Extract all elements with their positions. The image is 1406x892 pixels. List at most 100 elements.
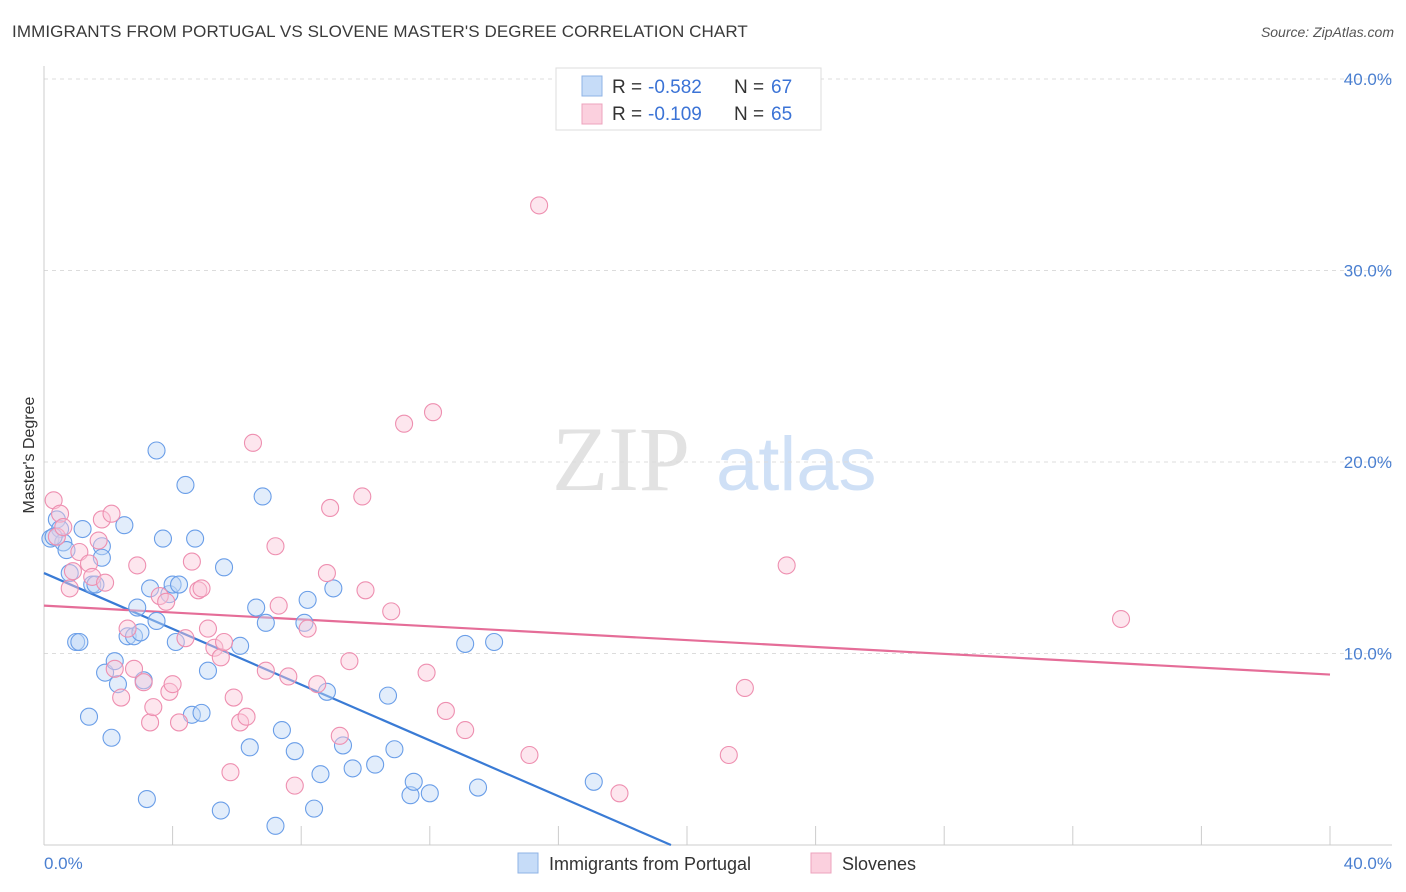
slovenes-point-59: [530, 196, 549, 215]
portugal-point-63: [468, 778, 488, 797]
slovenes-point-5: [63, 562, 82, 581]
portugal-point-60: [404, 772, 423, 791]
slovenes-point-55: [423, 403, 443, 422]
slovenes-point-37: [237, 707, 256, 726]
slovenes-point-7: [79, 554, 99, 573]
portugal-point-16: [105, 652, 124, 671]
slovenes-trend-line: [43, 604, 1331, 676]
slovenes-point-40: [266, 537, 285, 556]
slovenes-point-12: [102, 504, 121, 523]
slovenes-point-61: [719, 745, 738, 765]
slovenes-point-32: [211, 648, 230, 667]
y-tick-label-30: 30.0%: [1344, 262, 1392, 281]
portugal-point-38: [211, 801, 230, 820]
slovenes-point-2: [51, 504, 70, 523]
trend-lines: [43, 572, 1331, 847]
slovenes-point-28: [189, 581, 208, 600]
legend-r-label-pink: R =: [612, 104, 642, 125]
slovenes-point-35: [224, 688, 243, 707]
slovenes-point-64: [1111, 609, 1131, 629]
slovenes-point-20: [144, 698, 163, 717]
slovenes-point-51: [356, 581, 375, 600]
bottom-legend-label-pink: Slovenes: [842, 854, 916, 874]
slovenes-point-16: [124, 659, 144, 678]
portugal-point-7: [70, 632, 89, 652]
slovenes-point-31: [205, 638, 224, 657]
portugal-point-53: [324, 579, 343, 598]
portugal-point-42: [247, 598, 266, 617]
portugal-point-35: [186, 529, 205, 548]
legend-swatch-pink: [581, 103, 603, 125]
slovenes-point-22: [157, 592, 176, 611]
axes: [43, 66, 1392, 846]
bottom-legend-label-blue: Immigrants from Portugal: [549, 854, 751, 874]
portugal-point-55: [343, 759, 362, 778]
slovenes-point-4: [60, 579, 79, 598]
slovenes-point-25: [169, 713, 189, 732]
portugal-point-46: [272, 721, 291, 740]
portugal-point-51: [311, 765, 330, 784]
legend-r-label-blue: R =: [612, 77, 642, 98]
top-legend: R = -0.582 N = 67 R = -0.109 N = 65: [555, 67, 822, 131]
legend-n-label-pink: N =: [734, 104, 764, 125]
portugal-point-59: [401, 786, 420, 805]
chart-title: IMMIGRANTS FROM PORTUGAL VS SLOVENE MAST…: [12, 22, 748, 41]
slovenes-point-58: [520, 745, 539, 765]
watermark-zip: ZIP: [552, 408, 690, 510]
portugal-point-8: [73, 519, 92, 539]
portugal-point-50: [305, 799, 324, 818]
slovenes-point-53: [395, 414, 414, 433]
slovenes-point-1: [47, 527, 66, 546]
slovenes-point-11: [96, 573, 115, 592]
slovenes-point-41: [269, 596, 288, 615]
legend-n-label-blue: N =: [734, 77, 764, 98]
portugal-point-49: [298, 590, 317, 609]
portugal-point-36: [192, 703, 211, 722]
slovenes-point-33: [214, 632, 234, 652]
slovenes-point-9: [89, 531, 108, 550]
slovenes-point-49: [340, 652, 359, 671]
legend-r-value-pink: -0.109: [648, 104, 702, 125]
slovenes-point-34: [221, 763, 240, 782]
portugal-point-25: [141, 579, 160, 598]
slovenes-point-24: [163, 675, 182, 694]
legend-swatch-blue: [581, 75, 603, 97]
bottom-legend-swatch-blue: [517, 852, 539, 874]
portugal-point-28: [153, 529, 173, 548]
y-tick-label-40: 40.0%: [1344, 70, 1392, 89]
slovenes-point-27: [182, 552, 201, 571]
slovenes-point-19: [141, 713, 160, 732]
portugal-point-27: [147, 441, 166, 460]
slovenes-point-13: [105, 659, 124, 678]
portugal-point-65: [584, 772, 603, 791]
portugal-point-62: [456, 634, 475, 653]
portugal-point-56: [366, 755, 385, 774]
y-axis-label: Master's Degree: [21, 396, 38, 513]
legend-n-value-pink: 65: [771, 104, 792, 125]
portugal-point-43: [253, 487, 272, 506]
slovenes-point-47: [321, 498, 340, 518]
slovenes-point-10: [92, 510, 111, 529]
watermark-atlas: atlas: [716, 422, 877, 507]
y-tick-label-20: 20.0%: [1344, 453, 1392, 472]
slovenes-point-30: [198, 619, 218, 638]
portugal-point-44: [256, 613, 275, 632]
portugal-point-15: [102, 728, 121, 747]
slovenes-point-26: [176, 629, 195, 648]
portugal-point-26: [147, 611, 166, 630]
slovenes-point-14: [112, 688, 131, 707]
portugal-point-39: [214, 558, 234, 577]
slovenes-point-43: [285, 776, 304, 795]
x-tick-label-max: 40.0%: [1344, 854, 1392, 873]
portugal-point-61: [420, 784, 439, 803]
slovenes-point-62: [735, 678, 754, 698]
slovenes-point-38: [243, 433, 263, 452]
slovenes-point-18: [134, 673, 153, 692]
slovenes-point-44: [298, 619, 317, 638]
portugal-point-64: [485, 632, 504, 652]
portugal-point-48: [295, 613, 314, 632]
portugal-point-33: [176, 475, 195, 495]
portugal-point-31: [166, 632, 185, 652]
slovenes-point-57: [456, 721, 475, 740]
